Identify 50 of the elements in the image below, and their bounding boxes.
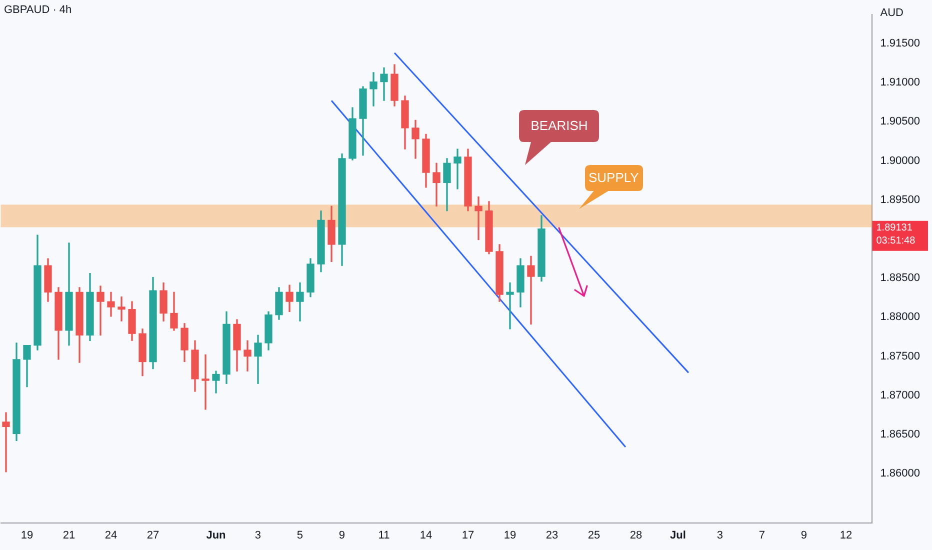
x-tick-label: 28 (630, 529, 642, 542)
candlestick (370, 72, 378, 106)
y-tick-label: 1.91000 (880, 76, 920, 89)
candlestick (474, 196, 482, 240)
candlestick (380, 67, 388, 101)
y-tick-label: 1.86500 (880, 428, 920, 440)
y-tick-label: 1.91500 (880, 38, 920, 50)
x-tick-label: 27 (146, 529, 160, 542)
x-tick-label: 7 (758, 529, 766, 542)
candlestick (296, 282, 304, 322)
x-tick-label: Jul (670, 529, 686, 542)
band-label: SUPPLY (587, 168, 640, 187)
x-tick-label: 21 (62, 529, 76, 542)
x-tick-label: 19 (20, 529, 34, 542)
annotation: BEARISH (530, 116, 589, 135)
candlestick (96, 286, 104, 336)
candlestick (527, 256, 535, 325)
y-axis-title: AUD (880, 7, 904, 20)
x-tick-label: 3 (716, 529, 724, 542)
x-tick-label: 9 (338, 529, 346, 542)
x-tick-label: 23 (546, 529, 558, 542)
text: 03:51:48 (876, 236, 916, 247)
y-tick-label: 1.90000 (880, 154, 920, 167)
y-tick-label: 1.87500 (880, 350, 920, 362)
y-tick-label: 1.90500 (880, 116, 920, 128)
candlestick (454, 148, 462, 190)
x-tick-label: Jun (206, 529, 226, 542)
x-tick-label: 19 (504, 529, 516, 542)
candlestick (432, 162, 440, 206)
y-tick-label: 1.86000 (880, 468, 920, 480)
y-tick-label: 1.88000 (880, 311, 920, 324)
x-tick-label: 14 (420, 529, 432, 542)
chart-title: GBPAUD · 4h (4, 4, 72, 16)
candlestick (244, 340, 252, 372)
x-tick-label: 5 (296, 529, 304, 542)
y-tick-label: 1.88500 (880, 272, 920, 284)
x-tick-label: 3 (254, 529, 262, 542)
x-tick-label: 17 (462, 529, 474, 542)
x-tick-label: 12 (840, 529, 852, 542)
x-tick-label: 9 (800, 529, 808, 542)
candlestick (202, 354, 210, 410)
candlestick (2, 412, 10, 472)
x-tick-label: 25 (588, 529, 600, 542)
text: 1.89131 (876, 222, 913, 234)
y-tick-label: 1.89500 (880, 194, 920, 206)
x-tick-label: 24 (104, 529, 118, 542)
candlestick (118, 296, 126, 322)
y-tick-label: 1.87000 (880, 389, 920, 402)
candlestick (506, 282, 514, 330)
x-tick-label: 11 (378, 529, 390, 542)
